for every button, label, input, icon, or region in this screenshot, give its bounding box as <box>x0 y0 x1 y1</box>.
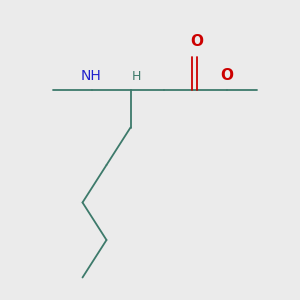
Text: O: O <box>220 68 233 82</box>
Text: H: H <box>132 70 141 83</box>
Text: O: O <box>190 34 203 50</box>
Text: NH: NH <box>81 68 102 83</box>
